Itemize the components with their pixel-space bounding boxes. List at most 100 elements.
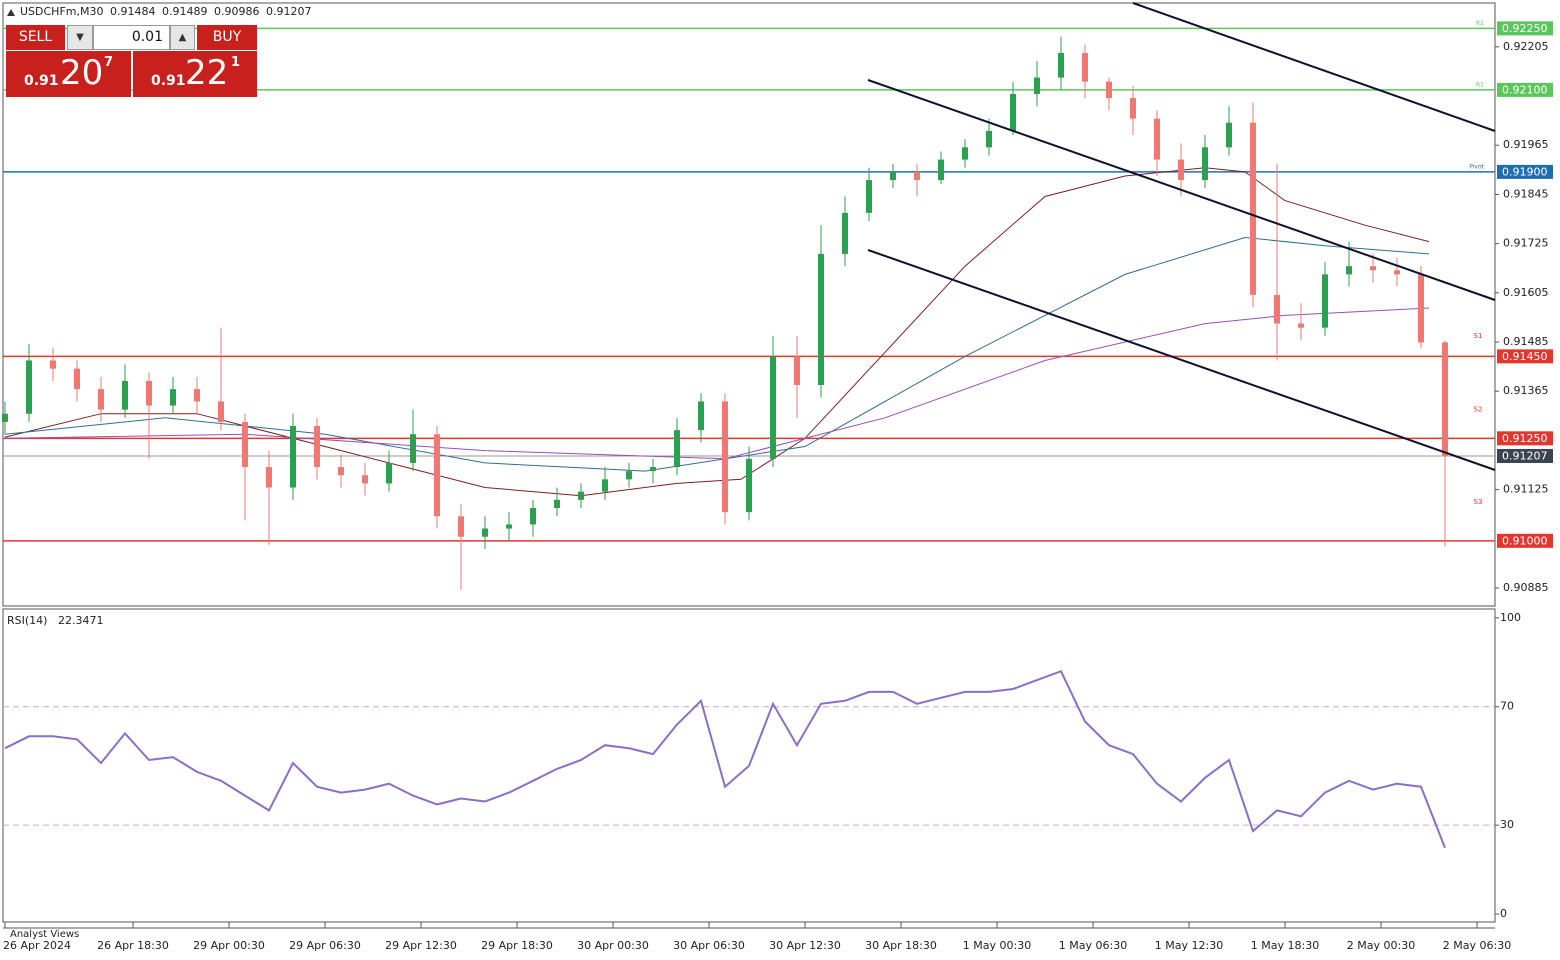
price-small: 7 — [104, 55, 114, 70]
price-big: 0.91 — [151, 73, 186, 89]
candle-body — [578, 491, 584, 500]
candle-body — [938, 159, 944, 181]
y-tick-label: 0.91605 — [1503, 286, 1549, 299]
level-label: 0.91450 — [1502, 350, 1548, 363]
volume-up[interactable]: ▲ — [170, 25, 195, 50]
candle-body — [410, 434, 416, 463]
candle-body — [1034, 77, 1040, 95]
candle-body — [482, 528, 488, 537]
candle-body — [650, 467, 656, 472]
candle-body — [506, 524, 512, 529]
candle-body — [434, 434, 440, 517]
x-tick-label: 30 Apr 00:30 — [577, 939, 649, 952]
candle-body — [1442, 342, 1448, 456]
x-tick-label: 29 Apr 18:30 — [481, 939, 553, 952]
price-main: 20 — [60, 53, 104, 93]
candle-body — [98, 389, 104, 410]
volume-input[interactable]: 0.01 — [93, 25, 170, 50]
moving-average — [4, 307, 1430, 460]
price-main: 22 — [185, 53, 229, 93]
candle-body — [866, 180, 872, 213]
level-tag: R2 — [1476, 20, 1484, 27]
analyst-views[interactable]: Analyst Views — [10, 929, 79, 940]
candle-body — [1130, 98, 1136, 119]
y-tick-label: 70 — [1500, 700, 1514, 713]
ohlc-low: 0.90986 — [214, 5, 260, 18]
candle-body — [26, 360, 32, 414]
y-tick-label: 0.91365 — [1503, 384, 1549, 397]
candle-body — [194, 389, 200, 402]
symbol: USDCHFm,M30 — [20, 5, 103, 18]
level-label-box — [1497, 82, 1553, 97]
current-price-box — [1497, 448, 1553, 463]
candle-body — [1250, 122, 1256, 295]
x-tick-label: 30 Apr 18:30 — [865, 939, 937, 952]
level-label-box — [1497, 21, 1553, 36]
y-tick-label: 0.91965 — [1503, 138, 1549, 151]
candle-body — [1298, 323, 1304, 328]
candle-body — [1058, 53, 1064, 78]
candle-body — [1274, 294, 1280, 324]
collapse-icon[interactable] — [7, 9, 15, 16]
x-tick-label: 1 May 12:30 — [1155, 939, 1223, 952]
candle-body — [626, 471, 632, 480]
x-tick-label: 26 Apr 2024 — [3, 939, 71, 952]
x-tick-label: 26 Apr 18:30 — [97, 939, 169, 952]
level-label-box — [1497, 431, 1553, 446]
candle-body — [530, 508, 536, 525]
candle-body — [1322, 274, 1328, 328]
x-tick-label: 1 May 06:30 — [1059, 939, 1127, 952]
rsi-value: 22.3471 — [58, 614, 104, 627]
buy-price[interactable]: 0.91 22 1 — [133, 51, 257, 97]
candle-body — [170, 389, 176, 406]
trendlines — [867, 2, 1496, 471]
candle-body — [674, 430, 680, 468]
pivot-tag: S1 — [1474, 332, 1483, 340]
candle-body — [218, 401, 224, 422]
y-tick-label: 0 — [1500, 907, 1507, 920]
buy-button[interactable]: BUY — [197, 25, 257, 50]
candle-body — [842, 212, 848, 254]
candle-body — [1394, 270, 1400, 275]
sell-price[interactable]: 0.91 20 7 — [6, 51, 131, 97]
pivot-tag: S3 — [1474, 498, 1483, 506]
y-tick-label: 0.90885 — [1503, 581, 1549, 594]
rsi-line — [4, 669, 1446, 849]
candle-body — [1178, 159, 1184, 181]
candle-body — [314, 426, 320, 468]
sell-button[interactable]: SELL — [6, 25, 65, 50]
level-label-box — [1497, 164, 1553, 179]
x-tick-label: 30 Apr 12:30 — [769, 939, 841, 952]
level-label: 0.91000 — [1502, 534, 1548, 547]
moving-average — [4, 167, 1430, 497]
x-tick-label: 2 May 00:30 — [1347, 939, 1415, 952]
x-tick-label: 29 Apr 00:30 — [193, 939, 265, 952]
price-big: 0.91 — [24, 73, 59, 89]
candle-body — [1226, 122, 1232, 148]
rsi-title: RSI(14) — [7, 614, 47, 627]
volume-down[interactable]: ▼ — [67, 25, 93, 50]
candle-body — [746, 458, 752, 513]
trendline — [1132, 2, 1496, 132]
current-price-label: 0.91207 — [1502, 449, 1548, 462]
y-tick-label: 0.91725 — [1503, 237, 1549, 250]
candle-body — [74, 368, 80, 390]
candle-body — [914, 171, 920, 181]
level-label-box — [1497, 533, 1553, 548]
candle-body — [122, 380, 128, 410]
rsi-frame — [2, 608, 1496, 923]
candle-body — [722, 401, 728, 513]
candle-body — [242, 421, 248, 468]
candle-body — [1154, 118, 1160, 160]
x-tick-label: 30 Apr 06:30 — [673, 939, 745, 952]
level-tag: R1 — [1476, 81, 1484, 88]
trendline — [867, 249, 1496, 471]
level-label: 0.91250 — [1502, 432, 1548, 445]
candle-body — [818, 253, 824, 386]
candle-body — [554, 499, 560, 509]
candle-body — [50, 360, 56, 369]
candle-body — [1010, 94, 1016, 131]
candle-body — [1202, 147, 1208, 181]
candle-body — [698, 401, 704, 431]
y-tick-label: 0.91125 — [1503, 483, 1549, 496]
